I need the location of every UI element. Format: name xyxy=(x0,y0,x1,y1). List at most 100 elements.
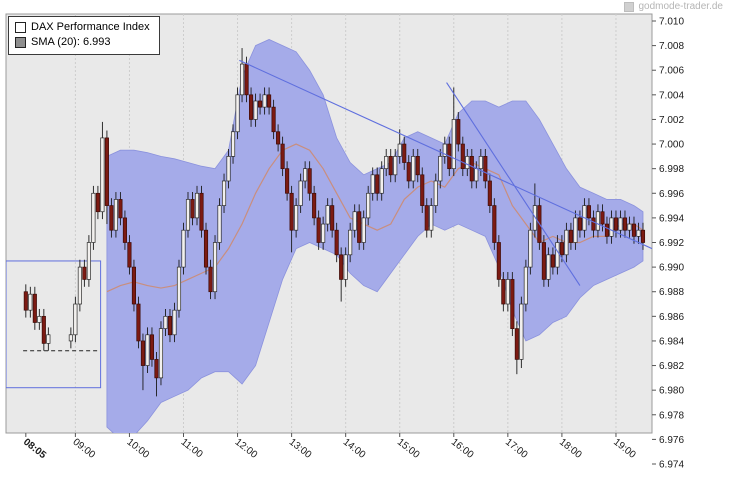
y-tick-label: 7.002 xyxy=(659,115,684,126)
y-tick-label: 7.004 xyxy=(659,90,684,101)
candle xyxy=(595,204,600,238)
candle xyxy=(109,198,114,238)
candle xyxy=(514,321,519,375)
candle xyxy=(460,136,465,177)
x-tick-label: 08:05 xyxy=(21,437,48,462)
candle xyxy=(73,296,78,343)
candle xyxy=(424,198,429,238)
candle xyxy=(640,222,646,250)
y-tick-label: 6.992 xyxy=(659,238,684,249)
candle xyxy=(28,286,33,318)
candle xyxy=(370,167,375,201)
candle xyxy=(618,210,623,238)
y-tick-label: 6.980 xyxy=(659,386,684,397)
candle xyxy=(492,198,497,250)
x-tick-label: 12:00 xyxy=(233,437,260,461)
candle xyxy=(478,148,483,177)
candle xyxy=(397,129,402,164)
candle xyxy=(294,198,299,238)
candle xyxy=(226,148,231,189)
candle xyxy=(465,148,470,177)
x-tick-label: 17:00 xyxy=(503,437,530,461)
x-tick-label: 14:00 xyxy=(341,437,368,461)
candle xyxy=(505,272,510,312)
bollinger-band xyxy=(106,39,644,433)
candle xyxy=(330,198,335,238)
candle xyxy=(636,222,641,244)
candle xyxy=(181,222,186,275)
candle xyxy=(550,247,555,275)
candle xyxy=(375,167,380,201)
legend-label-sma: SMA (20): 6.993 xyxy=(31,36,111,48)
legend-item-dax: DAX Performance Index xyxy=(15,20,150,35)
candle xyxy=(312,185,317,226)
candle xyxy=(276,124,281,152)
candle xyxy=(208,259,213,300)
candle xyxy=(564,222,569,263)
candle xyxy=(510,272,515,337)
candle xyxy=(411,148,416,189)
candle xyxy=(285,161,290,201)
candle xyxy=(95,185,100,220)
candle xyxy=(253,93,258,127)
x-axis: 08:05 09:00 10:00 11:00 12:00 13:00 14:00 15:00… xyxy=(21,433,638,461)
chart-legend: DAX Performance Index SMA (20): 6.993 xyxy=(8,16,160,55)
candle xyxy=(366,185,371,226)
candle xyxy=(361,210,366,250)
y-tick-label: 6.984 xyxy=(659,336,684,347)
candle xyxy=(185,192,191,238)
y-tick-label: 6.990 xyxy=(659,263,684,274)
x-tick-label: 10:00 xyxy=(125,437,152,461)
candle xyxy=(113,192,118,238)
candle xyxy=(127,235,132,275)
sma-series-swatch-icon xyxy=(15,37,26,48)
candle xyxy=(546,247,551,287)
candle xyxy=(230,124,236,164)
candle xyxy=(149,327,155,367)
candle xyxy=(379,161,384,201)
candle xyxy=(190,192,195,226)
candle xyxy=(131,259,136,312)
candle xyxy=(388,148,393,183)
candle xyxy=(316,210,321,250)
candle xyxy=(343,247,348,287)
candle xyxy=(217,198,222,250)
y-tick-label: 7.010 xyxy=(659,17,684,28)
candle xyxy=(158,321,164,386)
x-tick-label: 11:00 xyxy=(179,437,205,461)
candle xyxy=(235,87,240,140)
candle xyxy=(627,216,632,238)
candle xyxy=(122,210,127,250)
candle xyxy=(249,87,254,127)
candle xyxy=(145,327,150,373)
candle xyxy=(348,222,353,263)
legend-label-dax: DAX Performance Index xyxy=(31,21,150,33)
x-tick-label: 18:00 xyxy=(557,437,584,461)
candle xyxy=(104,130,109,225)
candle xyxy=(167,308,173,343)
candle xyxy=(420,167,425,213)
candle xyxy=(321,216,326,250)
candle xyxy=(140,333,145,391)
y-tick-label: 7.008 xyxy=(659,41,684,52)
y-tick-label: 6.978 xyxy=(659,410,684,421)
y-tick-label: 6.996 xyxy=(659,189,684,200)
candle xyxy=(154,352,159,397)
candle xyxy=(262,87,267,115)
candle xyxy=(82,259,87,287)
x-tick-label: 09:00 xyxy=(71,437,98,461)
trendline xyxy=(446,82,581,286)
y-tick-label: 6.976 xyxy=(659,435,684,446)
y-tick-label: 6.998 xyxy=(659,164,684,175)
y-tick-label: 6.986 xyxy=(659,312,684,323)
candle xyxy=(23,284,28,318)
y-tick-label: 6.988 xyxy=(659,287,684,298)
candles xyxy=(23,48,646,397)
candle xyxy=(37,308,42,330)
dax-series-swatch-icon xyxy=(15,22,26,33)
candle xyxy=(136,296,141,349)
candle xyxy=(483,148,488,189)
candle xyxy=(523,259,528,312)
candle xyxy=(519,296,524,369)
